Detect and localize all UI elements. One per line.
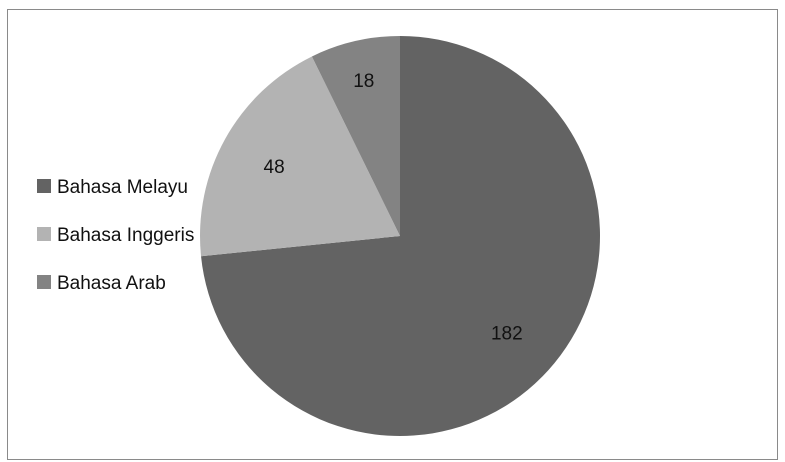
legend-swatch-bahasa-melayu	[37, 179, 51, 193]
data-label-bahasa-inggeris: 48	[264, 157, 285, 178]
data-label-bahasa-melayu: 182	[491, 324, 523, 345]
legend-label-bahasa-inggeris: Bahasa Inggeris	[57, 225, 194, 246]
pie-slices	[200, 36, 601, 436]
pie-slice-bahasa-melayu	[201, 36, 601, 436]
legend-swatch-bahasa-arab	[37, 275, 51, 289]
legend-label-bahasa-arab: Bahasa Arab	[57, 273, 166, 294]
data-label-bahasa-arab: 18	[353, 71, 374, 92]
pie-data-labels: 182 48 18	[264, 71, 523, 344]
legend-swatch-bahasa-inggeris	[37, 227, 51, 241]
chart-legend: Bahasa Melayu Bahasa Inggeris Bahasa Arab	[37, 177, 194, 294]
pie-slice-bahasa-inggeris	[200, 56, 400, 257]
legend-label-bahasa-melayu: Bahasa Melayu	[57, 177, 188, 198]
pie-slice-bahasa-arab	[311, 36, 400, 236]
